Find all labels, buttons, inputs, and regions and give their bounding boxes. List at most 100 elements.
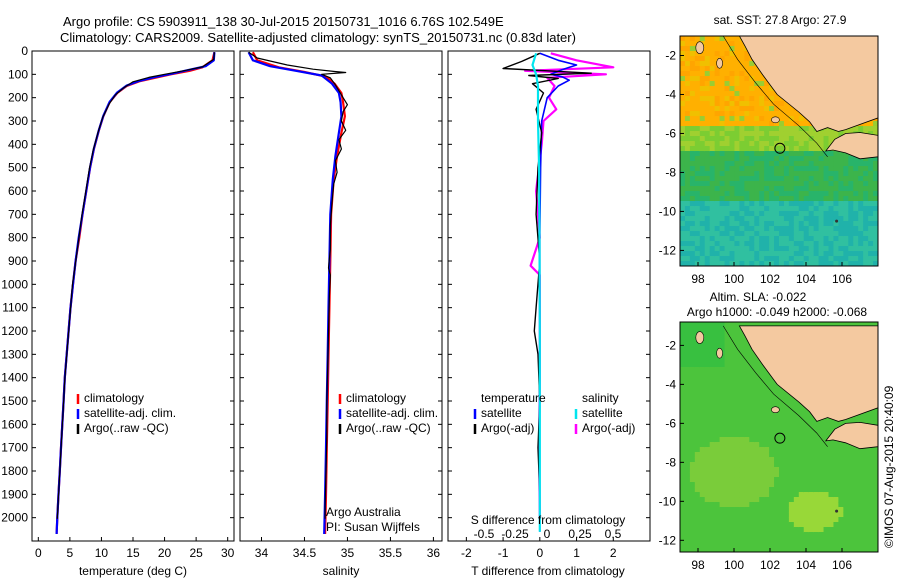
field-cell — [744, 56, 750, 62]
field-cell — [739, 171, 745, 177]
field-cell — [714, 507, 721, 513]
field-cell — [793, 166, 800, 172]
field-cell — [719, 507, 726, 513]
field-cell — [774, 241, 780, 247]
field-cell — [729, 71, 736, 77]
field-cell — [759, 251, 765, 257]
field-cell — [868, 201, 874, 207]
field-cell — [833, 181, 839, 187]
field-cell — [783, 196, 790, 202]
field-cell — [783, 176, 790, 182]
field-cell — [808, 166, 815, 172]
sla_map-frame — [679, 321, 879, 553]
field-cell — [788, 261, 795, 266]
field-cell — [759, 196, 765, 202]
field-cell — [769, 497, 775, 503]
field-cell — [779, 181, 785, 187]
field-cell — [724, 171, 731, 177]
field-cell — [739, 176, 745, 182]
field-cell — [774, 502, 780, 508]
field-cell — [798, 452, 805, 458]
field-cell — [739, 407, 745, 413]
field-cell — [684, 507, 691, 513]
field-cell — [764, 397, 770, 403]
field-cell — [744, 442, 750, 448]
field-cell — [769, 422, 775, 428]
field-cell — [699, 191, 706, 197]
field-cell — [764, 81, 770, 87]
field-cell — [709, 246, 716, 252]
field-cell — [680, 71, 686, 77]
field-cell — [719, 322, 726, 328]
field-cell — [873, 181, 878, 187]
field-cell — [684, 176, 691, 182]
field-cell — [793, 467, 800, 473]
field-cell — [684, 146, 691, 152]
field-cell — [858, 497, 864, 503]
field-cell — [803, 151, 810, 157]
field-cell — [699, 211, 706, 217]
field-cell — [759, 542, 765, 548]
sla_map-field — [680, 322, 878, 552]
field-cell — [828, 427, 835, 433]
field-cell — [689, 211, 696, 217]
field-cell — [744, 462, 750, 468]
field-cell — [749, 121, 755, 127]
field-cell — [734, 241, 740, 247]
field-cell — [798, 487, 805, 493]
field-cell — [689, 256, 696, 262]
field-cell — [719, 537, 726, 543]
field-cell — [689, 502, 696, 508]
field-cell — [759, 86, 765, 92]
field-cell — [754, 452, 760, 458]
field-cell — [873, 452, 878, 458]
field-cell — [788, 512, 795, 518]
field-cell — [739, 427, 745, 433]
field-cell — [699, 352, 706, 358]
depth-ticklabel: 1500 — [1, 394, 28, 408]
field-cell — [729, 437, 736, 443]
field-cell — [813, 141, 820, 147]
field-cell — [764, 437, 770, 443]
field-cell — [759, 537, 765, 543]
field-cell — [744, 81, 750, 87]
field-cell — [759, 527, 765, 533]
field-cell — [719, 487, 726, 493]
field-cell — [798, 156, 805, 162]
field-cell — [764, 322, 770, 328]
field-cell — [848, 492, 854, 498]
field-cell — [848, 201, 854, 207]
field-cell — [813, 166, 820, 172]
field-cell — [719, 226, 726, 232]
field-cell — [783, 527, 790, 533]
field-cell — [739, 382, 745, 388]
field-cell — [779, 206, 785, 212]
field-cell — [868, 256, 874, 262]
field-cell — [769, 387, 775, 393]
field-cell — [754, 231, 760, 237]
field-cell — [873, 131, 878, 137]
field-cell — [853, 462, 859, 468]
field-cell — [774, 472, 780, 478]
field-cell — [704, 46, 711, 52]
field-cell — [719, 106, 726, 112]
field-cell — [734, 467, 740, 473]
sdiff-ticklabel: -0.5 — [474, 527, 495, 541]
field-cell — [853, 256, 859, 262]
field-cell — [680, 81, 686, 87]
field-cell — [680, 517, 686, 523]
field-cell — [689, 522, 696, 528]
field-cell — [769, 502, 775, 508]
field-cell — [744, 246, 750, 252]
field-cell — [838, 176, 844, 182]
field-cell — [704, 482, 711, 488]
map-x-ticklabel: 100 — [724, 558, 744, 572]
field-cell — [764, 196, 770, 202]
field-cell — [788, 141, 795, 147]
field-cell — [798, 256, 805, 262]
field-cell — [694, 437, 701, 443]
field-cell — [793, 512, 800, 518]
field-cell — [744, 121, 750, 127]
difference-series — [502, 52, 615, 532]
field-cell — [858, 322, 864, 328]
